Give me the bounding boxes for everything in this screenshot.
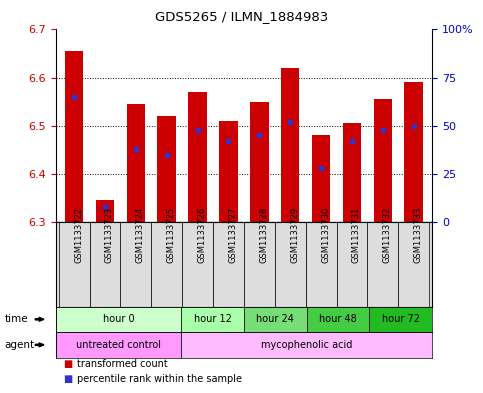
Bar — [369, 307, 432, 332]
Bar — [96, 200, 114, 222]
Bar — [219, 121, 238, 222]
Text: hour 12: hour 12 — [194, 314, 231, 324]
Bar — [58, 222, 89, 307]
Text: GSM1133733: GSM1133733 — [414, 207, 423, 263]
Bar — [281, 68, 299, 222]
Text: ■: ■ — [63, 358, 72, 369]
Text: untreated control: untreated control — [76, 340, 161, 350]
Text: GSM1133724: GSM1133724 — [136, 207, 145, 263]
Bar — [398, 222, 429, 307]
Bar — [127, 104, 145, 222]
Bar — [213, 222, 244, 307]
Bar — [244, 307, 307, 332]
Bar — [65, 51, 84, 222]
Text: time: time — [5, 314, 28, 324]
Bar — [120, 222, 151, 307]
Text: hour 48: hour 48 — [319, 314, 357, 324]
Bar — [188, 92, 207, 222]
Bar — [56, 332, 181, 358]
Text: GSM1133726: GSM1133726 — [198, 207, 207, 263]
Bar — [181, 332, 432, 358]
Text: GSM1133722: GSM1133722 — [74, 207, 83, 263]
Bar — [374, 99, 392, 222]
Text: GSM1133730: GSM1133730 — [321, 207, 330, 263]
Bar — [337, 222, 368, 307]
Bar — [307, 307, 369, 332]
Bar — [404, 83, 423, 222]
Bar — [157, 116, 176, 222]
Bar — [250, 102, 269, 222]
Text: GSM1133727: GSM1133727 — [228, 207, 238, 263]
Text: transformed count: transformed count — [77, 358, 168, 369]
Text: GSM1133725: GSM1133725 — [167, 207, 176, 263]
Bar — [182, 222, 213, 307]
Bar — [181, 307, 244, 332]
Text: GSM1133731: GSM1133731 — [352, 207, 361, 263]
Text: hour 24: hour 24 — [256, 314, 294, 324]
Bar — [56, 307, 181, 332]
Bar — [343, 123, 361, 222]
Text: GSM1133729: GSM1133729 — [290, 207, 299, 263]
Bar — [89, 222, 120, 307]
Text: hour 72: hour 72 — [382, 314, 420, 324]
Bar — [306, 222, 337, 307]
Bar — [151, 222, 182, 307]
Text: hour 0: hour 0 — [102, 314, 134, 324]
Text: GSM1133732: GSM1133732 — [383, 207, 392, 263]
Text: GDS5265 / ILMN_1884983: GDS5265 / ILMN_1884983 — [155, 10, 328, 23]
Text: agent: agent — [5, 340, 35, 350]
Bar — [368, 222, 398, 307]
Bar — [275, 222, 306, 307]
Text: GSM1133723: GSM1133723 — [105, 207, 114, 263]
Bar — [244, 222, 275, 307]
Text: percentile rank within the sample: percentile rank within the sample — [77, 374, 242, 384]
Text: GSM1133728: GSM1133728 — [259, 207, 269, 263]
Bar — [312, 135, 330, 222]
Text: mycophenolic acid: mycophenolic acid — [261, 340, 353, 350]
Text: ■: ■ — [63, 374, 72, 384]
